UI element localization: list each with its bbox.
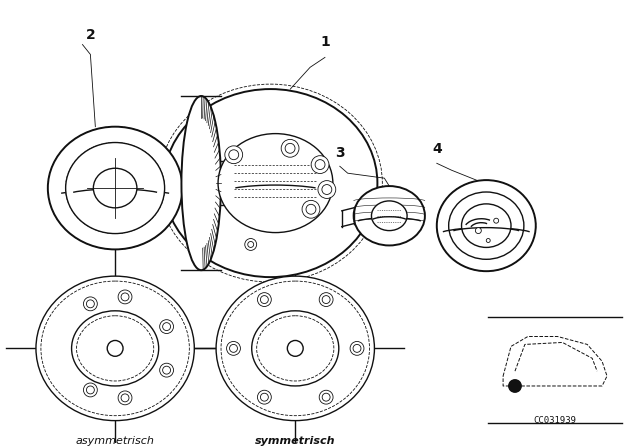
Circle shape bbox=[322, 185, 332, 194]
Ellipse shape bbox=[216, 276, 374, 421]
Circle shape bbox=[319, 293, 333, 306]
Circle shape bbox=[353, 345, 361, 352]
Circle shape bbox=[318, 181, 336, 198]
Circle shape bbox=[86, 386, 94, 394]
Circle shape bbox=[230, 345, 237, 352]
Text: 4: 4 bbox=[432, 142, 442, 156]
Circle shape bbox=[508, 379, 522, 393]
Ellipse shape bbox=[48, 127, 182, 250]
Ellipse shape bbox=[93, 168, 137, 208]
Circle shape bbox=[311, 156, 329, 173]
Ellipse shape bbox=[252, 311, 339, 386]
Circle shape bbox=[163, 323, 170, 331]
Ellipse shape bbox=[182, 96, 221, 270]
Circle shape bbox=[260, 296, 268, 304]
Circle shape bbox=[260, 393, 268, 401]
Circle shape bbox=[493, 218, 499, 223]
Ellipse shape bbox=[371, 201, 407, 231]
Circle shape bbox=[306, 204, 316, 214]
Text: 2: 2 bbox=[86, 28, 95, 42]
Circle shape bbox=[486, 238, 490, 242]
Circle shape bbox=[228, 150, 239, 159]
Text: 1: 1 bbox=[320, 35, 330, 49]
Circle shape bbox=[285, 143, 295, 153]
Ellipse shape bbox=[66, 142, 164, 233]
Circle shape bbox=[121, 293, 129, 301]
Circle shape bbox=[287, 340, 303, 356]
Circle shape bbox=[108, 340, 123, 356]
Circle shape bbox=[121, 394, 129, 402]
Circle shape bbox=[257, 390, 271, 404]
Ellipse shape bbox=[436, 180, 536, 271]
Circle shape bbox=[476, 228, 481, 233]
Circle shape bbox=[322, 393, 330, 401]
Ellipse shape bbox=[449, 192, 524, 259]
Circle shape bbox=[225, 146, 243, 164]
Text: symmetrisch: symmetrisch bbox=[255, 436, 335, 447]
Ellipse shape bbox=[218, 134, 333, 233]
Circle shape bbox=[159, 320, 173, 333]
Ellipse shape bbox=[354, 186, 425, 246]
Circle shape bbox=[350, 341, 364, 355]
Text: 3: 3 bbox=[335, 146, 344, 160]
Circle shape bbox=[159, 363, 173, 377]
Circle shape bbox=[227, 341, 241, 355]
Circle shape bbox=[163, 366, 170, 374]
Ellipse shape bbox=[36, 276, 195, 421]
Circle shape bbox=[315, 159, 325, 169]
Circle shape bbox=[322, 296, 330, 304]
Ellipse shape bbox=[461, 204, 511, 247]
Ellipse shape bbox=[164, 89, 378, 277]
Circle shape bbox=[281, 139, 299, 157]
Circle shape bbox=[302, 200, 320, 218]
Circle shape bbox=[86, 300, 94, 308]
Circle shape bbox=[118, 290, 132, 304]
Circle shape bbox=[83, 297, 97, 311]
Text: CC031939: CC031939 bbox=[533, 416, 576, 425]
Circle shape bbox=[83, 383, 97, 397]
Text: asymmetrisch: asymmetrisch bbox=[76, 436, 155, 447]
Circle shape bbox=[257, 293, 271, 306]
Circle shape bbox=[118, 391, 132, 405]
Circle shape bbox=[319, 390, 333, 404]
Ellipse shape bbox=[72, 311, 159, 386]
